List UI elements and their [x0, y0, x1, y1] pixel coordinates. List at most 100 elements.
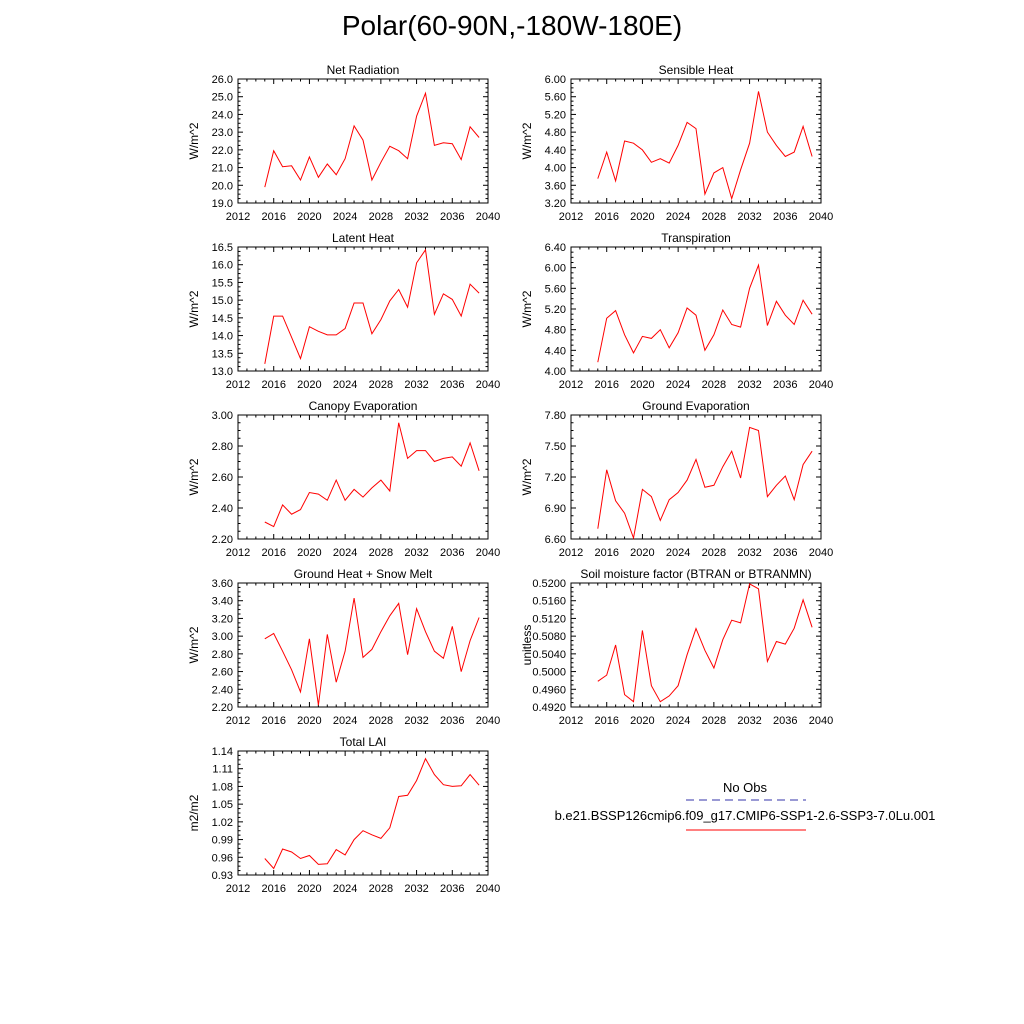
series-line: [264, 91, 480, 188]
panel-title: Ground Evaporation: [642, 399, 749, 413]
x-tick-label: 2032: [737, 715, 761, 727]
x-tick-label: 2024: [333, 211, 357, 223]
y-tick-label: 5.20: [545, 109, 566, 121]
x-tick-label: 2032: [737, 211, 761, 223]
y-tick-label: 1.02: [212, 817, 233, 829]
y-tick-label: 0.5200: [532, 578, 566, 590]
y-tick-label: 14.5: [212, 313, 233, 325]
y-tick-label: 25.0: [212, 92, 233, 104]
y-tick-label: 0.99: [212, 835, 233, 847]
x-tick-label: 2024: [666, 547, 690, 559]
x-tick-label: 2028: [369, 379, 393, 391]
panel-title: Ground Heat + Snow Melt: [294, 567, 433, 581]
y-tick-label: 0.5160: [532, 596, 566, 608]
x-tick-label: 2024: [333, 715, 357, 727]
x-tick-label: 2024: [333, 883, 357, 895]
y-tick-label: 23.0: [212, 127, 233, 139]
x-tick-label: 2016: [261, 379, 285, 391]
x-tick-label: 2012: [226, 211, 250, 223]
y-tick-label: 13.0: [212, 366, 233, 378]
y-tick-label: 15.5: [212, 277, 233, 289]
y-tick-label: 2.20: [212, 534, 233, 546]
x-tick-label: 2028: [369, 883, 393, 895]
x-tick-label: 2040: [476, 547, 500, 559]
y-tick-label: 1.11: [212, 764, 233, 776]
x-tick-label: 2028: [702, 211, 726, 223]
x-tick-label: 2040: [476, 715, 500, 727]
x-tick-label: 2020: [297, 379, 321, 391]
chart-panel: Canopy Evaporation W/m^2 2012 2016 2020 2024 2…: [187, 399, 500, 559]
x-tick-label: 2036: [440, 379, 464, 391]
x-tick-label: 2040: [476, 211, 500, 223]
x-tick-label: 2020: [630, 715, 654, 727]
y-tick-label: 21.0: [212, 163, 233, 175]
series-line: [597, 91, 813, 201]
x-tick-label: 2012: [226, 715, 250, 727]
x-tick-label: 2028: [702, 715, 726, 727]
x-tick-label: 2012: [559, 211, 583, 223]
chart-panels: Net Radiation W/m^2 2012 2016 2020 2024 2028 20…: [187, 63, 833, 895]
y-tick-label: 5.60: [545, 283, 566, 295]
y-tick-label: 0.93: [212, 870, 233, 882]
y-tick-label: 24.0: [212, 109, 233, 121]
x-tick-label: 2032: [404, 547, 428, 559]
chart-panel: Latent Heat W/m^2 2012 2016 2020 2024 2028 2032…: [187, 231, 500, 391]
x-tick-label: 2016: [594, 547, 618, 559]
y-tick-label: 1.08: [212, 781, 233, 793]
y-tick-label: 2.80: [212, 649, 233, 661]
y-tick-label: 1.05: [212, 799, 233, 811]
chart-panel: Transpiration W/m^2 2012 2016 2020 2024 2028 20…: [520, 231, 833, 391]
y-tick-label: 4.40: [545, 345, 566, 357]
y-tick-label: 3.60: [545, 180, 566, 192]
y-axis-label: unitless: [520, 625, 534, 666]
y-tick-label: 6.00: [545, 263, 566, 275]
y-tick-label: 4.80: [545, 325, 566, 337]
y-tick-label: 3.20: [212, 613, 233, 625]
y-tick-label: 1.14: [212, 746, 233, 758]
x-tick-label: 2016: [261, 715, 285, 727]
x-tick-label: 2028: [702, 379, 726, 391]
x-tick-label: 2024: [333, 547, 357, 559]
x-tick-label: 2036: [773, 547, 797, 559]
chart-panel: Total LAI m2/m2 2012 2016 2020 2024 2028 2032 20…: [187, 735, 500, 895]
x-tick-label: 2032: [737, 547, 761, 559]
y-tick-label: 4.40: [545, 145, 566, 157]
y-tick-label: 0.5040: [532, 649, 566, 661]
x-tick-label: 2024: [666, 211, 690, 223]
y-tick-label: 2.40: [212, 684, 233, 696]
x-tick-label: 2032: [737, 379, 761, 391]
x-tick-label: 2016: [261, 883, 285, 895]
y-tick-label: 4.00: [545, 163, 566, 175]
y-tick-label: 3.40: [212, 596, 233, 608]
x-tick-label: 2040: [476, 883, 500, 895]
y-tick-label: 19.0: [212, 198, 233, 210]
plot-frame: [237, 750, 489, 876]
panel-title: Transpiration: [661, 231, 731, 245]
x-tick-label: 2012: [559, 547, 583, 559]
y-tick-label: 2.80: [212, 441, 233, 453]
legend-run-label: b.e21.BSSP126cmip6.f09_g17.CMIP6-SSP1-2.…: [555, 808, 936, 823]
x-tick-label: 2020: [297, 883, 321, 895]
y-tick-label: 4.80: [545, 127, 566, 139]
x-tick-label: 2012: [226, 883, 250, 895]
series-line: [264, 422, 480, 528]
x-tick-label: 2016: [594, 211, 618, 223]
page-title: Polar(60-90N,-180W-180E): [341, 10, 683, 41]
x-tick-label: 2012: [226, 547, 250, 559]
x-tick-label: 2024: [333, 379, 357, 391]
y-axis-label: W/m^2: [520, 290, 534, 327]
y-tick-label: 3.00: [212, 410, 233, 422]
x-tick-label: 2032: [404, 211, 428, 223]
y-tick-label: 0.5000: [532, 667, 566, 679]
y-tick-label: 4.00: [545, 366, 566, 378]
x-tick-label: 2040: [476, 379, 500, 391]
y-tick-label: 3.20: [545, 198, 566, 210]
legend-obs-label: No Obs: [723, 780, 768, 795]
series-line: [597, 583, 813, 703]
y-tick-label: 0.5120: [532, 613, 566, 625]
x-tick-label: 2028: [702, 547, 726, 559]
panel-title: Soil moisture factor (BTRAN or BTRANMN): [580, 567, 811, 581]
chart-panel: Sensible Heat W/m^2 2012 2016 2020 2024 2028 20…: [520, 63, 833, 223]
x-tick-label: 2024: [666, 379, 690, 391]
